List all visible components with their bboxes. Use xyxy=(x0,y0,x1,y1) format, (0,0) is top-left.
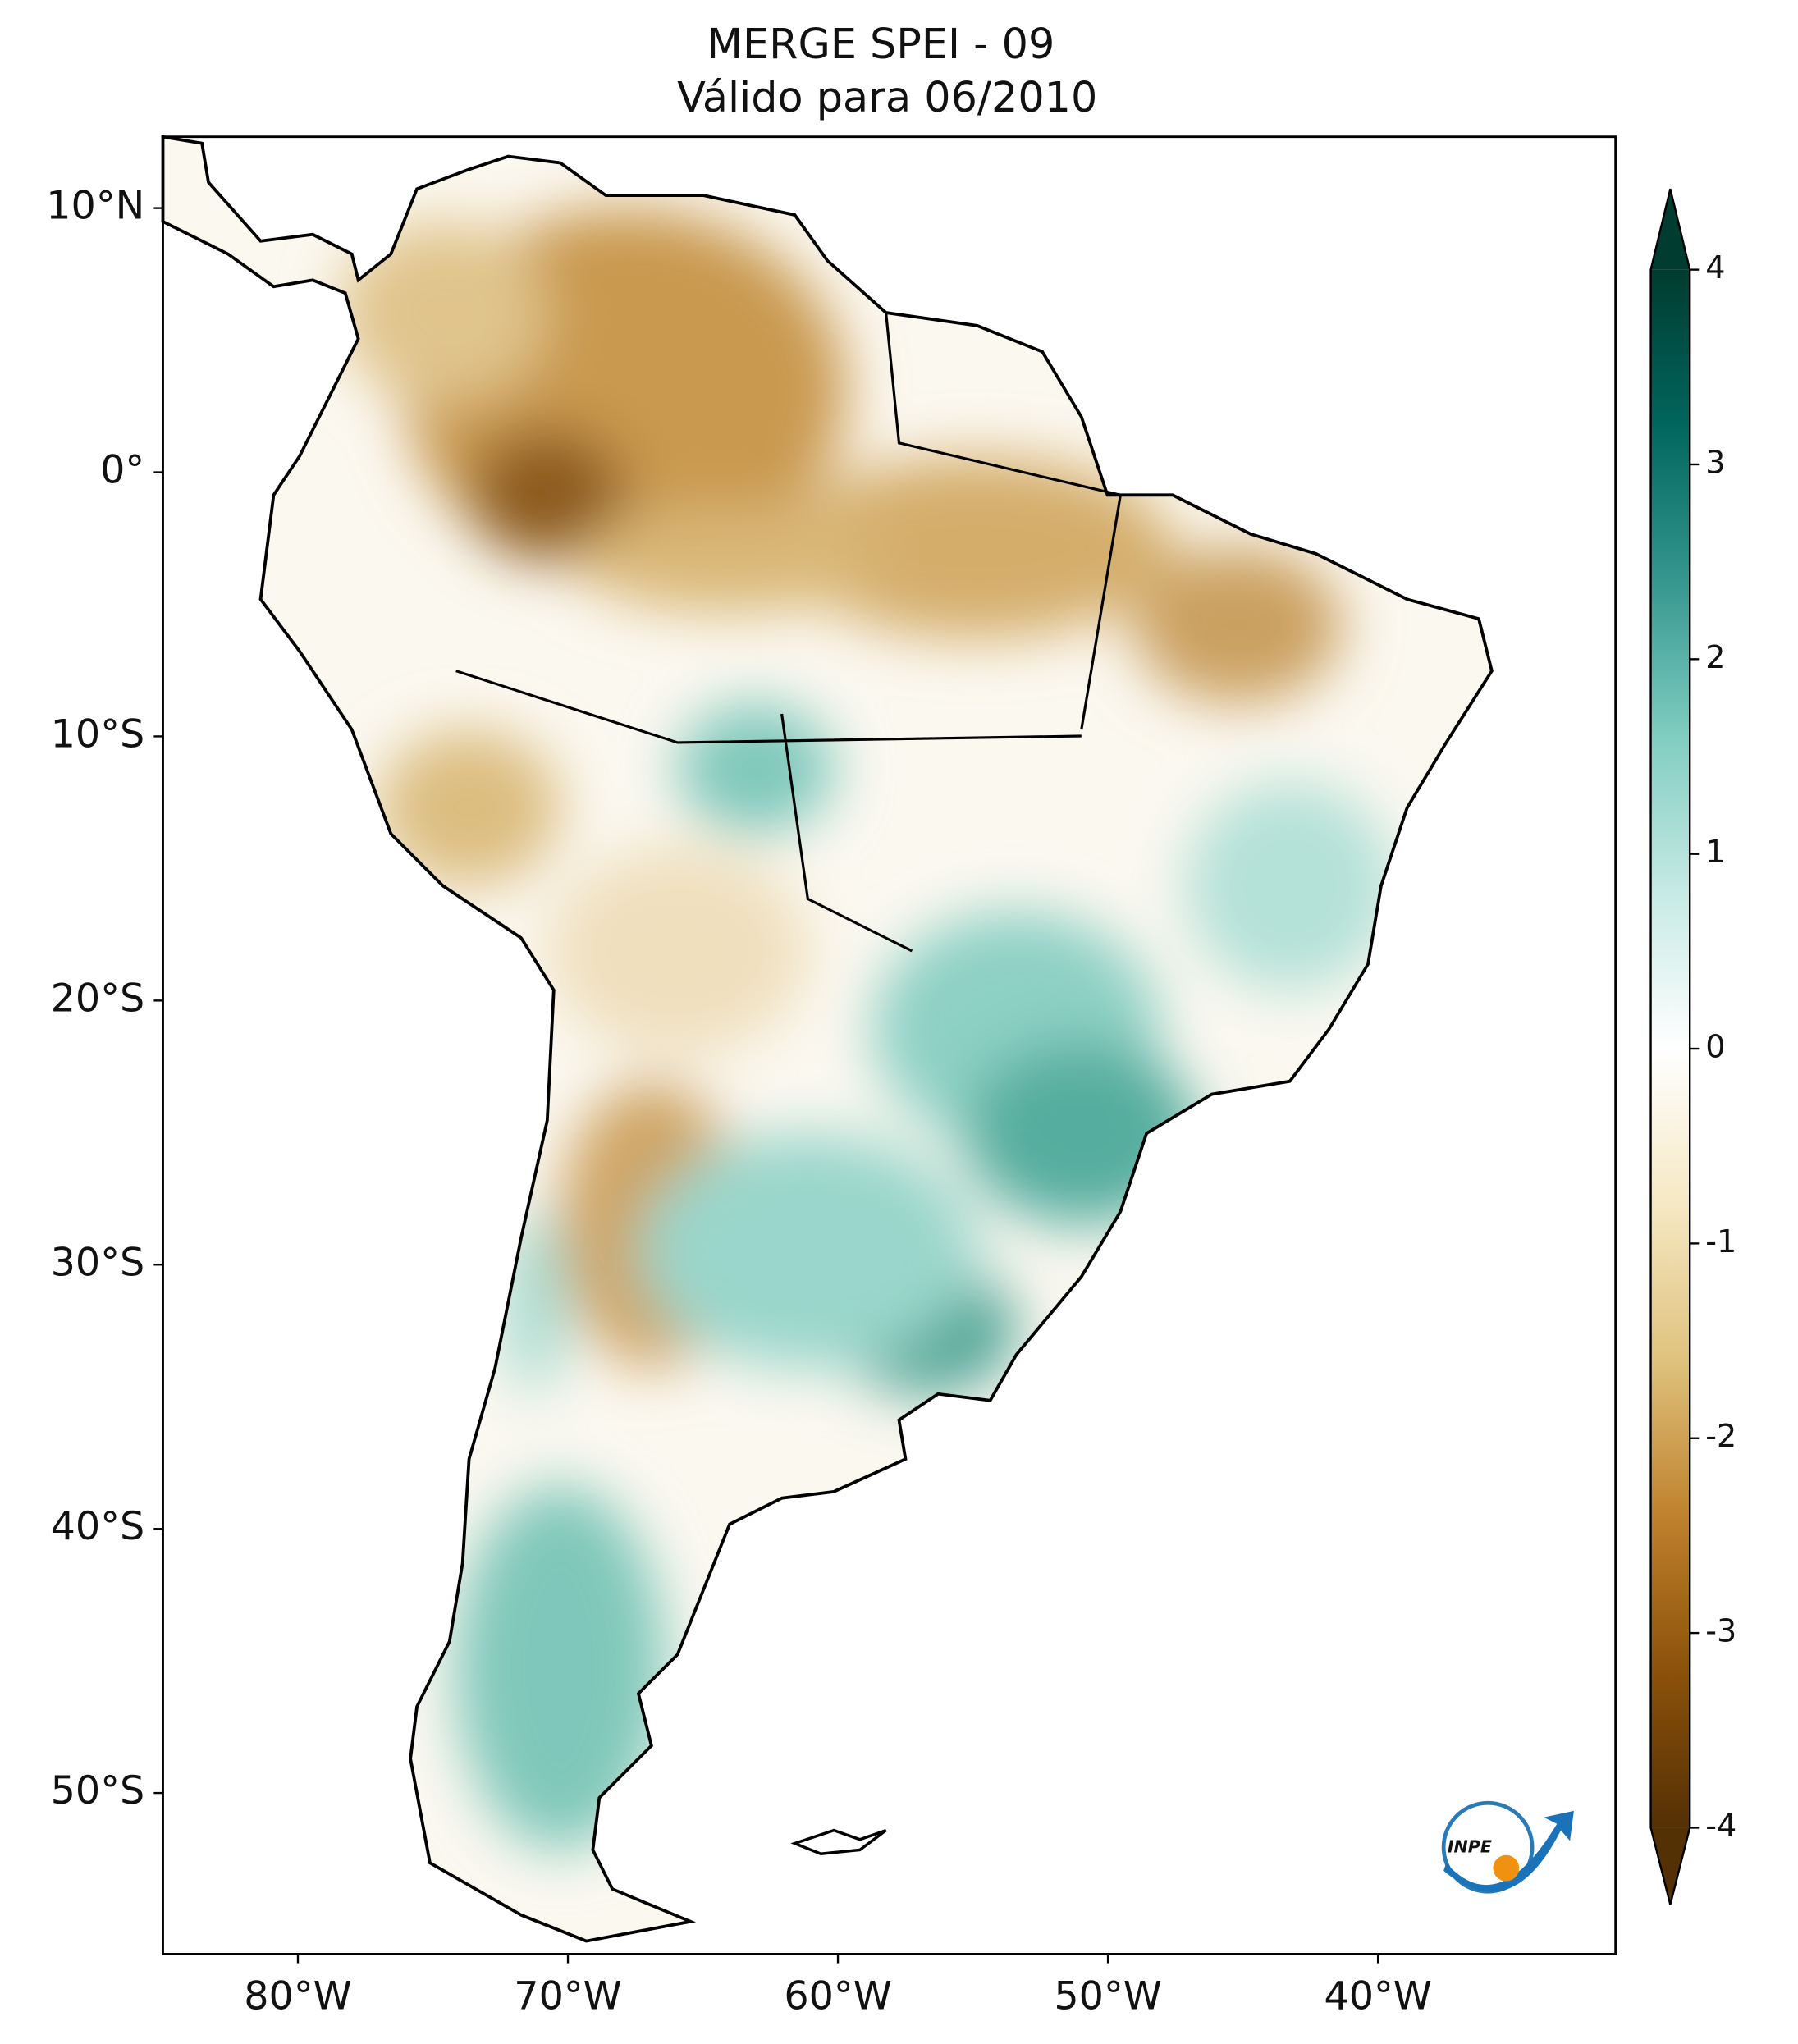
spei-field xyxy=(162,136,1492,1941)
y-tick-label: 20°S xyxy=(51,976,145,1021)
logo-text: INPE xyxy=(1448,1836,1492,1856)
y-tick-label: 10°N xyxy=(46,184,144,229)
x-tick-label: 40°W xyxy=(1324,1973,1431,2019)
falklands xyxy=(790,1828,887,1855)
colorbar-tick-label: 2 xyxy=(1705,639,1725,675)
y-tick-label: 40°S xyxy=(51,1504,145,1549)
x-tick-label: 60°W xyxy=(784,1973,891,2019)
colorbar-tick-label: 4 xyxy=(1705,249,1725,286)
x-tick-label: 80°W xyxy=(244,1973,351,2019)
y-tick-label: 0° xyxy=(100,448,144,493)
colorbar-tick-label: -4 xyxy=(1705,1808,1736,1844)
map-frame xyxy=(162,135,1617,1955)
logo: INPE xyxy=(1441,1800,1574,1894)
borders xyxy=(455,312,1122,953)
colorbar xyxy=(1650,269,1690,1828)
colorbar-tick-label: -1 xyxy=(1705,1223,1736,1260)
colorbar-tick-label: 1 xyxy=(1705,834,1725,870)
colorbar-tick-label: 3 xyxy=(1705,444,1725,480)
subtitle: Válido para 06/2010 xyxy=(677,73,1097,121)
y-tick-label: 10°S xyxy=(51,711,145,757)
colorbar-extend-min xyxy=(1650,1827,1690,1905)
x-tick-label: 70°W xyxy=(514,1973,621,2019)
y-tick-label: 50°S xyxy=(51,1768,145,1813)
title: MERGE SPEI - 09 xyxy=(707,20,1055,68)
colorbar-tick-label: 0 xyxy=(1705,1029,1725,1065)
x-tick-label: 50°W xyxy=(1054,1973,1161,2019)
colorbar-tick-label: -2 xyxy=(1705,1418,1736,1454)
colorbar-tick-label: -3 xyxy=(1705,1613,1736,1649)
colorbar-extend-max xyxy=(1650,189,1690,270)
y-tick-label: 30°S xyxy=(51,1240,145,1285)
